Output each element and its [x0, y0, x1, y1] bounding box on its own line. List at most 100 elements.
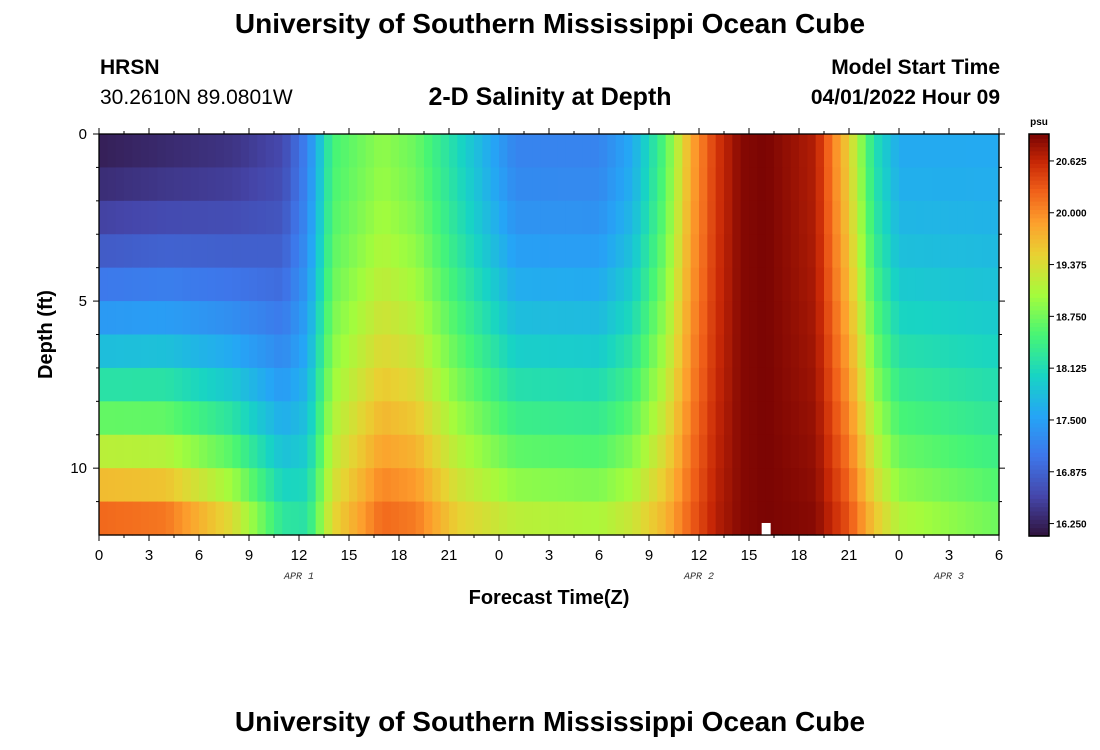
- heatmap-cell: [974, 267, 983, 302]
- heatmap-cell: [607, 200, 617, 235]
- heatmap-cell: [699, 468, 708, 503]
- heatmap-cell: [565, 301, 575, 336]
- heatmap-cell: [824, 367, 833, 402]
- heatmap-cell: [907, 301, 917, 336]
- heatmap-cell: [865, 367, 875, 402]
- model-start-time: 04/01/2022 Hour 09: [810, 86, 1000, 109]
- heatmap-cell: [957, 334, 967, 369]
- x-tick-label: 21: [441, 547, 458, 564]
- colorbar-band: [1029, 238, 1049, 244]
- heatmap-cell: [774, 334, 783, 369]
- heatmap-cell: [657, 468, 667, 503]
- heatmap-cell: [324, 267, 333, 302]
- heatmap-cell: [415, 401, 425, 436]
- heatmap-cell: [657, 267, 667, 302]
- heatmap-cell: [140, 334, 150, 369]
- heatmap-cell: [607, 501, 617, 536]
- heatmap-cell: [449, 134, 458, 169]
- heatmap-cell: [899, 367, 908, 402]
- heatmap-cell: [599, 468, 608, 503]
- heatmap-cell: [124, 468, 133, 503]
- heatmap-cell: [232, 367, 242, 402]
- heatmap-cell: [724, 234, 733, 269]
- heatmap-cell: [274, 501, 283, 536]
- heatmap-cell: [807, 167, 817, 202]
- heatmap-cell: [174, 167, 183, 202]
- heatmap-cell: [190, 401, 200, 436]
- model-start-label: Model Start Time: [831, 56, 1000, 79]
- heatmap-cell: [124, 434, 133, 469]
- heatmap-cell: [549, 401, 558, 436]
- heatmap-cell: [490, 334, 500, 369]
- heatmap-cell: [557, 267, 567, 302]
- colorbar-band: [1029, 247, 1049, 252]
- heatmap-cell: [799, 334, 808, 369]
- heatmap-cell: [240, 468, 250, 503]
- heatmap-cell: [732, 267, 742, 302]
- heatmap-cell: [940, 468, 950, 503]
- heatmap-cell: [565, 200, 575, 235]
- heatmap-cell: [615, 267, 625, 302]
- heatmap-cell: [649, 134, 658, 169]
- heatmap-cell: [249, 301, 258, 336]
- heatmap-cell: [532, 134, 542, 169]
- heatmap-cell: [915, 434, 925, 469]
- heatmap-cell: [165, 468, 175, 503]
- heatmap-cell: [299, 501, 308, 536]
- heatmap-cell: [857, 200, 867, 235]
- heatmap-cell: [374, 234, 383, 269]
- heatmap-cell: [974, 501, 983, 536]
- colorbar-band: [1029, 343, 1049, 349]
- heatmap-cell: [474, 401, 483, 436]
- heatmap-cell: [607, 301, 617, 336]
- heatmap-cell: [865, 468, 875, 503]
- heatmap-cell: [265, 301, 275, 336]
- colorbar-band: [1029, 431, 1049, 437]
- colorbar-band: [1029, 523, 1049, 529]
- heatmap-cell: [640, 334, 650, 369]
- missing-data-cell: [761, 522, 771, 535]
- colorbar-band: [1029, 305, 1049, 311]
- heatmap-cell: [707, 468, 717, 503]
- heatmap-cell: [99, 334, 108, 369]
- heatmap-cell: [632, 301, 642, 336]
- heatmap-cell: [324, 434, 333, 469]
- heatmap-cell: [232, 401, 242, 436]
- heatmap-cell: [182, 234, 192, 269]
- heatmap-cell: [974, 167, 983, 202]
- heatmap-cell: [440, 434, 450, 469]
- heatmap-cell: [924, 234, 933, 269]
- heatmap-cell: [499, 434, 508, 469]
- heatmap-cell: [374, 301, 383, 336]
- heatmap-cell: [332, 134, 342, 169]
- heatmap-cell: [715, 434, 725, 469]
- heatmap-cell: [857, 501, 867, 536]
- heatmap-cell: [974, 434, 983, 469]
- heatmap-cell: [315, 200, 325, 235]
- heatmap-cell: [265, 167, 275, 202]
- heatmap-cell: [324, 167, 333, 202]
- heatmap-cell: [315, 267, 325, 302]
- heatmap-cell: [640, 200, 650, 235]
- heatmap-cell: [474, 267, 483, 302]
- heatmap-cell: [707, 401, 717, 436]
- heatmap-cell: [790, 334, 800, 369]
- heatmap-cell: [474, 434, 483, 469]
- heatmap-cell: [115, 234, 125, 269]
- heatmap-cell: [857, 367, 867, 402]
- heatmap-cell: [715, 501, 725, 536]
- heatmap-cell: [782, 301, 792, 336]
- heatmap-cell: [932, 468, 942, 503]
- heatmap-cell: [815, 167, 825, 202]
- heatmap-cell: [124, 167, 133, 202]
- heatmap-cell: [565, 167, 575, 202]
- heatmap-cell: [349, 200, 358, 235]
- heatmap-cell: [432, 468, 442, 503]
- heatmap-cell: [474, 301, 483, 336]
- heatmap-cell: [790, 267, 800, 302]
- heatmap-cell: [674, 200, 683, 235]
- heatmap-cell: [365, 301, 375, 336]
- heatmap-cell: [774, 267, 783, 302]
- heatmap-cell: [582, 334, 592, 369]
- heatmap-cell: [640, 468, 650, 503]
